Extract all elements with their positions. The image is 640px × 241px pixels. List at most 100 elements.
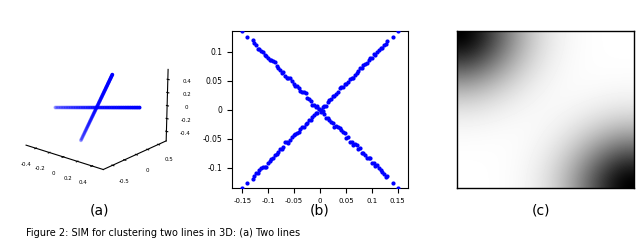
Point	[356, 67, 367, 70]
Point	[353, 69, 364, 73]
Point	[356, 151, 367, 154]
Point	[271, 152, 282, 156]
Point	[305, 99, 316, 103]
Point	[364, 58, 374, 62]
Point	[258, 50, 268, 54]
Point	[360, 153, 371, 157]
Point	[287, 135, 297, 139]
Point	[290, 84, 300, 87]
Point	[312, 104, 323, 108]
Point	[326, 120, 336, 124]
Point	[307, 103, 317, 107]
Point	[302, 96, 312, 100]
Point	[307, 115, 317, 119]
Point	[348, 76, 358, 80]
Point	[275, 147, 285, 151]
Point	[362, 61, 372, 65]
Point	[297, 90, 307, 94]
Point	[341, 136, 351, 140]
Point	[362, 156, 372, 160]
Point	[317, 105, 328, 108]
Point	[379, 43, 389, 47]
Point	[302, 121, 312, 125]
Point	[299, 125, 309, 128]
Point	[263, 56, 273, 60]
Point	[273, 66, 284, 70]
Point	[273, 150, 284, 154]
Point	[358, 63, 369, 67]
Point	[346, 77, 356, 80]
Point	[376, 46, 386, 50]
Point	[304, 97, 314, 101]
Point	[314, 107, 324, 111]
Point	[253, 47, 263, 51]
Point	[379, 172, 389, 176]
Point	[333, 125, 343, 128]
Point	[237, 29, 248, 33]
Point	[341, 82, 351, 86]
Point	[331, 92, 341, 96]
Point	[237, 186, 248, 190]
Point	[297, 125, 307, 129]
Point	[316, 110, 326, 114]
Point	[324, 118, 335, 122]
Point	[372, 163, 382, 167]
Point	[264, 159, 275, 163]
Point	[328, 94, 338, 98]
Point	[278, 70, 289, 74]
Point	[294, 130, 304, 134]
Point	[243, 181, 253, 185]
Point	[343, 80, 353, 84]
Point	[254, 168, 264, 172]
Point	[355, 146, 365, 150]
Point	[256, 49, 266, 53]
Point	[248, 177, 258, 181]
Point	[275, 68, 285, 72]
Point	[346, 140, 356, 144]
Point	[268, 60, 278, 63]
Point	[323, 116, 333, 120]
Point	[367, 56, 377, 60]
Point	[289, 82, 299, 86]
Point	[328, 120, 338, 124]
Point	[278, 145, 289, 149]
Point	[249, 174, 259, 177]
Point	[382, 39, 392, 43]
Point	[345, 77, 355, 80]
Point	[269, 153, 280, 157]
Point	[317, 110, 328, 114]
Point	[261, 165, 271, 169]
Point	[343, 135, 353, 139]
Point	[280, 141, 290, 144]
Point	[376, 168, 386, 172]
Point	[336, 85, 346, 89]
Point	[321, 104, 331, 107]
Point	[295, 127, 305, 131]
Point	[338, 130, 348, 134]
Point	[282, 76, 292, 80]
Point	[271, 64, 282, 68]
Point	[251, 43, 261, 47]
Point	[264, 59, 275, 62]
Point	[372, 50, 382, 54]
Point	[299, 91, 309, 94]
Point	[345, 140, 355, 144]
Point	[360, 62, 371, 66]
Point	[314, 107, 324, 111]
Point	[253, 171, 263, 175]
Point	[355, 66, 365, 70]
Point	[348, 143, 358, 147]
Point	[287, 79, 297, 83]
Point	[336, 128, 346, 132]
Point	[312, 111, 323, 115]
Point	[374, 48, 384, 52]
Point	[340, 131, 350, 135]
Point	[256, 166, 266, 169]
Point	[284, 141, 294, 145]
Point	[353, 147, 364, 150]
Point	[266, 157, 276, 161]
Point	[319, 104, 330, 108]
Point	[251, 171, 261, 175]
Point	[309, 113, 319, 117]
Text: Figure 2: SIM for clustering two lines in 3D: (a) Two lines: Figure 2: SIM for clustering two lines i…	[26, 228, 300, 238]
